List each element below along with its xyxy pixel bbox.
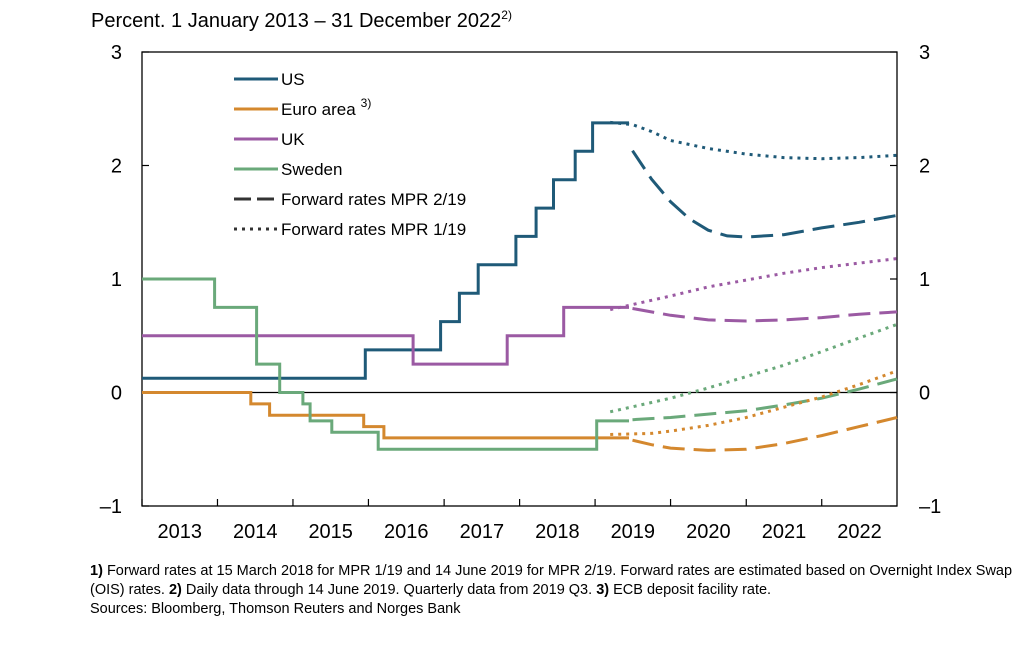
footnotes: 1) Forward rates at 15 March 2018 for MP… — [90, 562, 1020, 619]
forward-2-19-curve-1 — [632, 416, 898, 452]
x-tick-label: 2013 — [157, 521, 202, 543]
footnote-text: 1) Forward rates at 15 March 2018 for MP… — [90, 563, 1013, 598]
x-tick-label: 2022 — [837, 521, 882, 543]
y-tick-label-left: 0 — [111, 383, 122, 405]
legend-label: US — [281, 70, 305, 89]
forward-2-19-curve-3 — [632, 377, 898, 422]
series-layer — [142, 120, 898, 452]
y-tick-label-right: –1 — [919, 496, 941, 518]
forward-1-19-curve-1 — [610, 369, 898, 436]
y-tick-label-left: 2 — [111, 156, 122, 178]
forward-2-19-curve-2 — [632, 307, 898, 323]
forward-2-19-curve-0 — [631, 149, 898, 239]
y-tick-label-left: 1 — [111, 269, 122, 291]
chart-title: Percent. 1 January 2013 – 31 December 20… — [91, 8, 512, 32]
x-tick-label: 2014 — [233, 521, 278, 543]
y-tick-label-right: 3 — [919, 42, 930, 64]
y-axis-right: –1 0 1 2 3 — [890, 42, 941, 518]
x-tick-label: 2017 — [460, 521, 505, 543]
y-tick-label-right: 0 — [919, 383, 930, 405]
y-axis-left: –1 0 1 2 3 — [100, 42, 149, 518]
x-tick-label: 2021 — [762, 521, 807, 543]
series-line-uk — [142, 305, 629, 366]
forward-1-19-curve-2 — [609, 257, 898, 312]
legend: US Euro area 3) UK Sweden Forward rates MPR 2… — [234, 70, 466, 239]
series-line-us — [142, 121, 629, 380]
x-tick-label: 2019 — [611, 521, 656, 543]
legend-label: Forward rates MPR 2/19 — [281, 190, 466, 209]
forward-1-19-curve-3 — [609, 322, 898, 414]
y-tick-label-left: 3 — [111, 42, 122, 64]
x-tick-label: 2018 — [535, 521, 580, 543]
x-tick-label: 2015 — [308, 521, 353, 543]
x-tick-label: 2016 — [384, 521, 429, 543]
x-axis: 2013 2014 2015 2016 2017 2018 2019 2020 2021 2022 — [141, 499, 882, 543]
series-line-euro-area — [142, 391, 629, 440]
y-tick-label-left: –1 — [100, 496, 122, 518]
x-tick-label: 2020 — [686, 521, 731, 543]
series-line-sweden — [142, 277, 629, 451]
legend-label: Sweden — [281, 160, 342, 179]
y-tick-label-right: 1 — [919, 269, 930, 291]
forward-1-19-curve-0 — [610, 120, 898, 161]
chart: Percent. 1 January 2013 – 31 December 20… — [91, 8, 941, 543]
sources-text: Sources: Bloomberg, Thomson Reuters and … — [90, 601, 461, 617]
legend-label: Euro area 3) — [281, 96, 371, 119]
y-tick-label-right: 2 — [919, 156, 930, 178]
legend-label: UK — [281, 130, 305, 149]
legend-label: Forward rates MPR 1/19 — [281, 220, 466, 239]
